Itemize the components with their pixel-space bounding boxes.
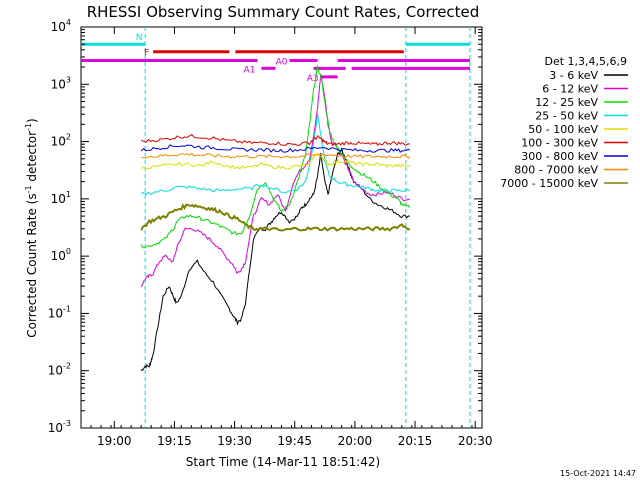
state-bar-label-n: N [136, 33, 143, 43]
state-bar-label-f: F [144, 49, 149, 59]
series-lines [140, 65, 411, 371]
series-line-5 [141, 133, 410, 147]
legend-label-5: 100 - 300 keV [521, 137, 598, 150]
y-axis-label-mid: detector [25, 131, 39, 186]
legend-label-0: 3 - 6 keV [549, 69, 598, 82]
x-axis-ticks: 19:00 19:15 19:30 19:45 20:00 20:15 20:30 [80, 27, 493, 448]
y-tick-label-6: 103 [51, 75, 71, 91]
series-line-4 [140, 152, 410, 170]
legend-title: Det 1,3,4,5,6,9 [544, 55, 627, 68]
y-tick-label-5: 102 [51, 133, 71, 149]
series-line-0 [140, 147, 410, 371]
y-tick-label-1: 10-2 [48, 362, 71, 378]
x-axis-label: Start Time (14-Mar-11 18:51:42) [186, 455, 380, 469]
series-line-3 [140, 113, 410, 196]
legend-label-2: 12 - 25 keV [535, 96, 598, 109]
y-tick-label-7: 104 [51, 18, 71, 34]
y-axis-label-sup2: -1 [24, 123, 33, 131]
y-axis-label-sup1: -1 [24, 185, 33, 193]
plot-area: NF A0 A1 A3 19:00 19:15 19:30 19:45 20:00 20:15 2… [48, 18, 493, 448]
y-axis-label-main: Corrected Count Rate (s [25, 193, 39, 337]
legend-label-6: 300 - 800 keV [521, 150, 598, 163]
y-tick-label-3: 100 [51, 247, 71, 263]
legend-label-8: 7000 - 15000 keV [500, 177, 598, 190]
series-line-7 [141, 152, 411, 159]
y-axis-ticks: 10-3 10-2 10-1 100 101 102 103 104 [48, 18, 482, 435]
x-tick-label-4: 20:00 [338, 434, 373, 448]
plot-frame [80, 26, 483, 429]
state-bars: NF A0 A1 A3 [81, 33, 470, 84]
series-line-8 [140, 203, 411, 232]
x-tick-label-1: 19:15 [157, 434, 192, 448]
series-line-6 [140, 144, 411, 154]
timestamp: 15-Oct-2021 14:47 [560, 469, 636, 478]
x-tick-label-3: 19:45 [277, 434, 312, 448]
state-bar-label-a1: A1 [244, 65, 256, 75]
legend-label-1: 6 - 12 keV [542, 83, 598, 96]
y-tick-label-4: 101 [51, 190, 71, 206]
y-tick-label-0: 10-3 [48, 419, 71, 435]
x-tick-label-0: 19:00 [97, 434, 132, 448]
y-tick-label-2: 10-1 [48, 304, 71, 320]
legend-label-3: 25 - 50 keV [535, 110, 598, 123]
x-tick-label-6: 20:30 [458, 434, 493, 448]
series-line-2 [140, 65, 411, 249]
legend-label-4: 50 - 100 keV [528, 123, 598, 136]
series-line-1 [140, 74, 411, 288]
state-bar-label-a0: A0 [276, 58, 288, 68]
chart-title: RHESSI Observing Summary Count Rates, Co… [87, 3, 480, 21]
y-axis-label: Corrected Count Rate (s-1 detector-1) [24, 118, 39, 337]
legend-label-7: 800 - 7000 keV [514, 164, 598, 177]
state-bar-label-a3: A3 [307, 74, 319, 84]
y-axis-label-end: ) [25, 118, 39, 123]
x-tick-label-2: 19:30 [217, 434, 252, 448]
vertical-time-markers [144, 27, 471, 428]
x-tick-label-5: 20:15 [398, 434, 433, 448]
